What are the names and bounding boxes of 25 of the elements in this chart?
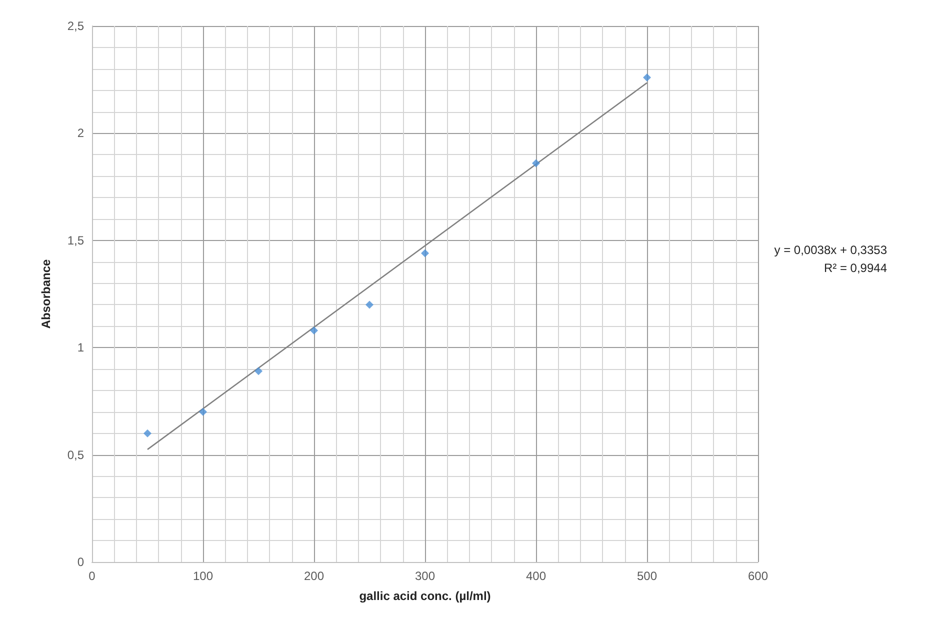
point	[366, 300, 374, 309]
y-tick-label: 1	[77, 340, 84, 355]
y-tick-label: 2	[77, 126, 84, 140]
x-tick-label: 300	[414, 569, 436, 583]
point	[254, 367, 262, 376]
point	[310, 326, 318, 334]
point	[199, 408, 207, 416]
x-axis-title: gallic acid conc. (µl/ml)	[359, 589, 491, 603]
point	[421, 249, 429, 258]
y-tick-label: 0,5	[67, 448, 84, 462]
y-tick-label: 1,5	[67, 233, 84, 248]
y-tick-label: 0	[77, 555, 84, 569]
x-tick-label: 400	[526, 569, 546, 583]
x-tick-label: 100	[192, 569, 214, 583]
point	[144, 429, 152, 438]
x-tick-label: 200	[304, 569, 324, 583]
equation-text: R² = 0,9944	[824, 261, 887, 275]
point	[643, 73, 651, 82]
y-axis-title: Absorbance	[39, 259, 53, 329]
x-tick-label: 0	[88, 569, 96, 583]
x-tick-label: 600	[748, 569, 768, 583]
y-tick-label: 2,5	[67, 19, 84, 33]
point	[532, 159, 540, 168]
x-tick-label: 500	[636, 569, 658, 583]
equation-text: y = 0,0038x + 0,3353	[774, 243, 887, 257]
